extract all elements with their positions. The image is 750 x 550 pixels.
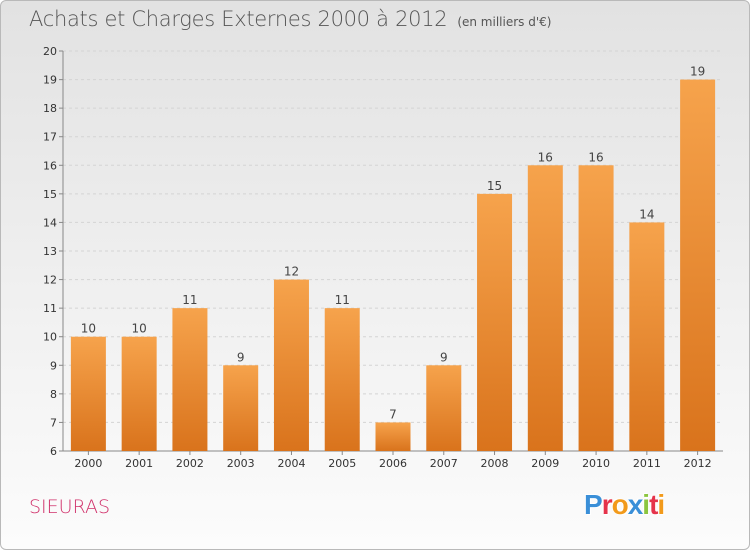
x-tick-label: 2010: [582, 457, 610, 470]
x-tick-label: 2008: [481, 457, 509, 470]
x-tick-label: 2006: [379, 457, 407, 470]
unit-text: (en milliers d'€): [457, 15, 552, 29]
data-label: 16: [588, 150, 603, 164]
proxiti-logo[interactable]: Proxiti: [584, 489, 665, 521]
gridlines: [63, 50, 723, 452]
data-label: 10: [81, 322, 96, 336]
y-tick-label: 10: [43, 331, 57, 344]
y-tick-label: 16: [43, 159, 57, 172]
y-tick-label: 12: [43, 274, 57, 287]
bar: [477, 193, 513, 451]
x-tick-label: 2007: [430, 457, 458, 470]
y-tick-label: 19: [43, 74, 57, 87]
y-tick-label: 11: [43, 302, 57, 315]
data-label: 9: [440, 350, 448, 364]
y-tick-label: 14: [43, 216, 57, 229]
x-tick-label: 2009: [531, 457, 559, 470]
logo-letter: i: [657, 489, 665, 520]
x-tick-label: 2012: [684, 457, 712, 470]
town-name: SIEURAS: [29, 496, 111, 518]
logo-letter: x: [627, 489, 644, 520]
bar: [324, 308, 360, 451]
bars: [70, 79, 716, 452]
title-text: Achats et Charges Externes 2000 à 2012: [29, 7, 448, 31]
y-tick-label: 7: [50, 416, 57, 429]
data-label: 11: [182, 293, 197, 307]
bar: [70, 336, 106, 451]
data-label: 15: [487, 179, 502, 193]
bar: [121, 336, 157, 451]
labels: 6789101112131415161718192010200010200111…: [43, 45, 712, 470]
x-tick-label: 2002: [176, 457, 204, 470]
y-tick-label: 15: [43, 188, 57, 201]
y-tick-label: 8: [50, 388, 57, 401]
bar: [527, 165, 563, 452]
y-tick-label: 13: [43, 245, 57, 258]
bar: [375, 422, 411, 451]
data-label: 12: [284, 265, 299, 279]
y-tick-label: 18: [43, 102, 57, 115]
data-label: 11: [335, 293, 350, 307]
x-tick-label: 2003: [227, 457, 255, 470]
y-tick-label: 20: [43, 45, 57, 58]
bar: [273, 279, 309, 451]
y-tick-label: 9: [50, 359, 57, 372]
bar: [578, 165, 614, 452]
y-tick-label: 6: [50, 445, 57, 458]
x-tick-label: 2005: [328, 457, 356, 470]
logo-letter: i: [642, 489, 650, 520]
logo-letter: P: [584, 489, 603, 520]
axes: [59, 50, 723, 455]
bar: [629, 222, 665, 451]
x-tick-label: 2000: [74, 457, 102, 470]
chart-title: Achats et Charges Externes 2000 à 2012 (e…: [29, 7, 551, 31]
logo-letter: o: [611, 489, 629, 520]
x-tick-label: 2011: [633, 457, 661, 470]
data-label: 7: [389, 407, 397, 421]
data-label: 9: [237, 350, 245, 364]
bar: [223, 365, 259, 451]
y-tick-label: 17: [43, 131, 57, 144]
bar: [680, 79, 716, 452]
data-label: 14: [639, 207, 654, 221]
x-tick-label: 2004: [277, 457, 305, 470]
logo-letter: r: [601, 489, 613, 520]
x-tick-label: 2001: [125, 457, 153, 470]
data-label: 19: [690, 65, 705, 79]
data-label: 10: [132, 322, 147, 336]
bar: [426, 365, 462, 451]
data-label: 16: [538, 150, 553, 164]
logo-letter: t: [649, 489, 658, 520]
bar: [172, 308, 208, 451]
